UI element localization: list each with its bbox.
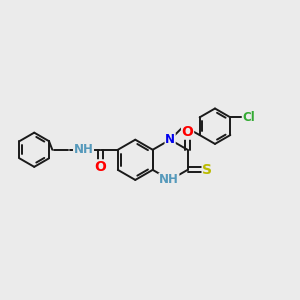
- Text: Cl: Cl: [242, 111, 255, 124]
- Text: O: O: [94, 160, 106, 174]
- Text: N: N: [165, 133, 175, 146]
- Text: O: O: [182, 125, 194, 139]
- Text: NH: NH: [159, 173, 179, 186]
- Text: S: S: [202, 163, 212, 177]
- Text: NH: NH: [74, 143, 93, 156]
